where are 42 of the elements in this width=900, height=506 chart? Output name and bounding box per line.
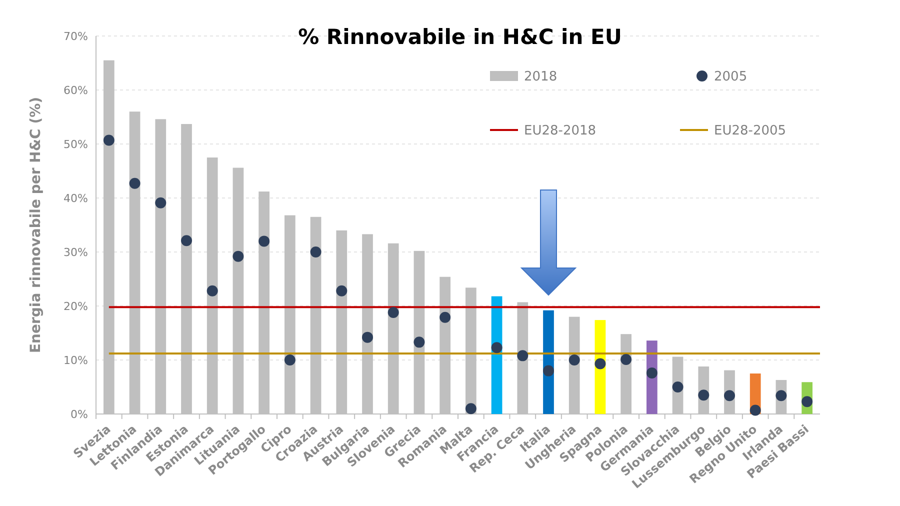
point — [594, 358, 606, 370]
legend-label: EU28-2018 — [524, 124, 596, 139]
point — [232, 250, 244, 262]
y-tick-label: 30% — [64, 246, 88, 259]
point — [698, 390, 710, 401]
legend-label: 2018 — [524, 70, 558, 85]
point — [646, 367, 658, 378]
point — [543, 365, 554, 376]
point — [129, 178, 140, 189]
point — [181, 235, 192, 246]
y-tick-label: 60% — [64, 84, 88, 97]
point — [672, 382, 684, 392]
point — [362, 332, 373, 343]
chart-title: % Rinnovabile in H&C in EU — [298, 25, 622, 49]
y-tick-label: 40% — [64, 192, 88, 205]
point — [388, 306, 399, 318]
point — [724, 390, 735, 402]
point — [155, 197, 166, 208]
point — [336, 285, 348, 296]
point — [465, 403, 476, 414]
point — [440, 312, 451, 323]
point — [568, 354, 580, 366]
point — [258, 236, 270, 247]
point — [802, 396, 813, 408]
point — [491, 342, 502, 354]
legend-label: 2005 — [714, 70, 748, 85]
point — [414, 336, 425, 348]
y-tick-label: 20% — [64, 300, 88, 313]
y-axis-title: Energia rinnovabile per H&C (%) — [28, 96, 44, 354]
point — [620, 354, 632, 365]
point — [750, 404, 761, 416]
point — [284, 354, 296, 366]
y-tick-label: 0% — [70, 408, 88, 421]
point — [103, 134, 114, 146]
y-tick-label: 10% — [64, 354, 88, 367]
point — [206, 285, 218, 296]
legend-label: EU28-2005 — [714, 124, 786, 139]
point — [310, 246, 322, 258]
y-tick-label: 50% — [64, 138, 88, 151]
point — [517, 350, 528, 362]
y-tick-label: 70% — [64, 30, 88, 43]
point — [776, 390, 787, 402]
